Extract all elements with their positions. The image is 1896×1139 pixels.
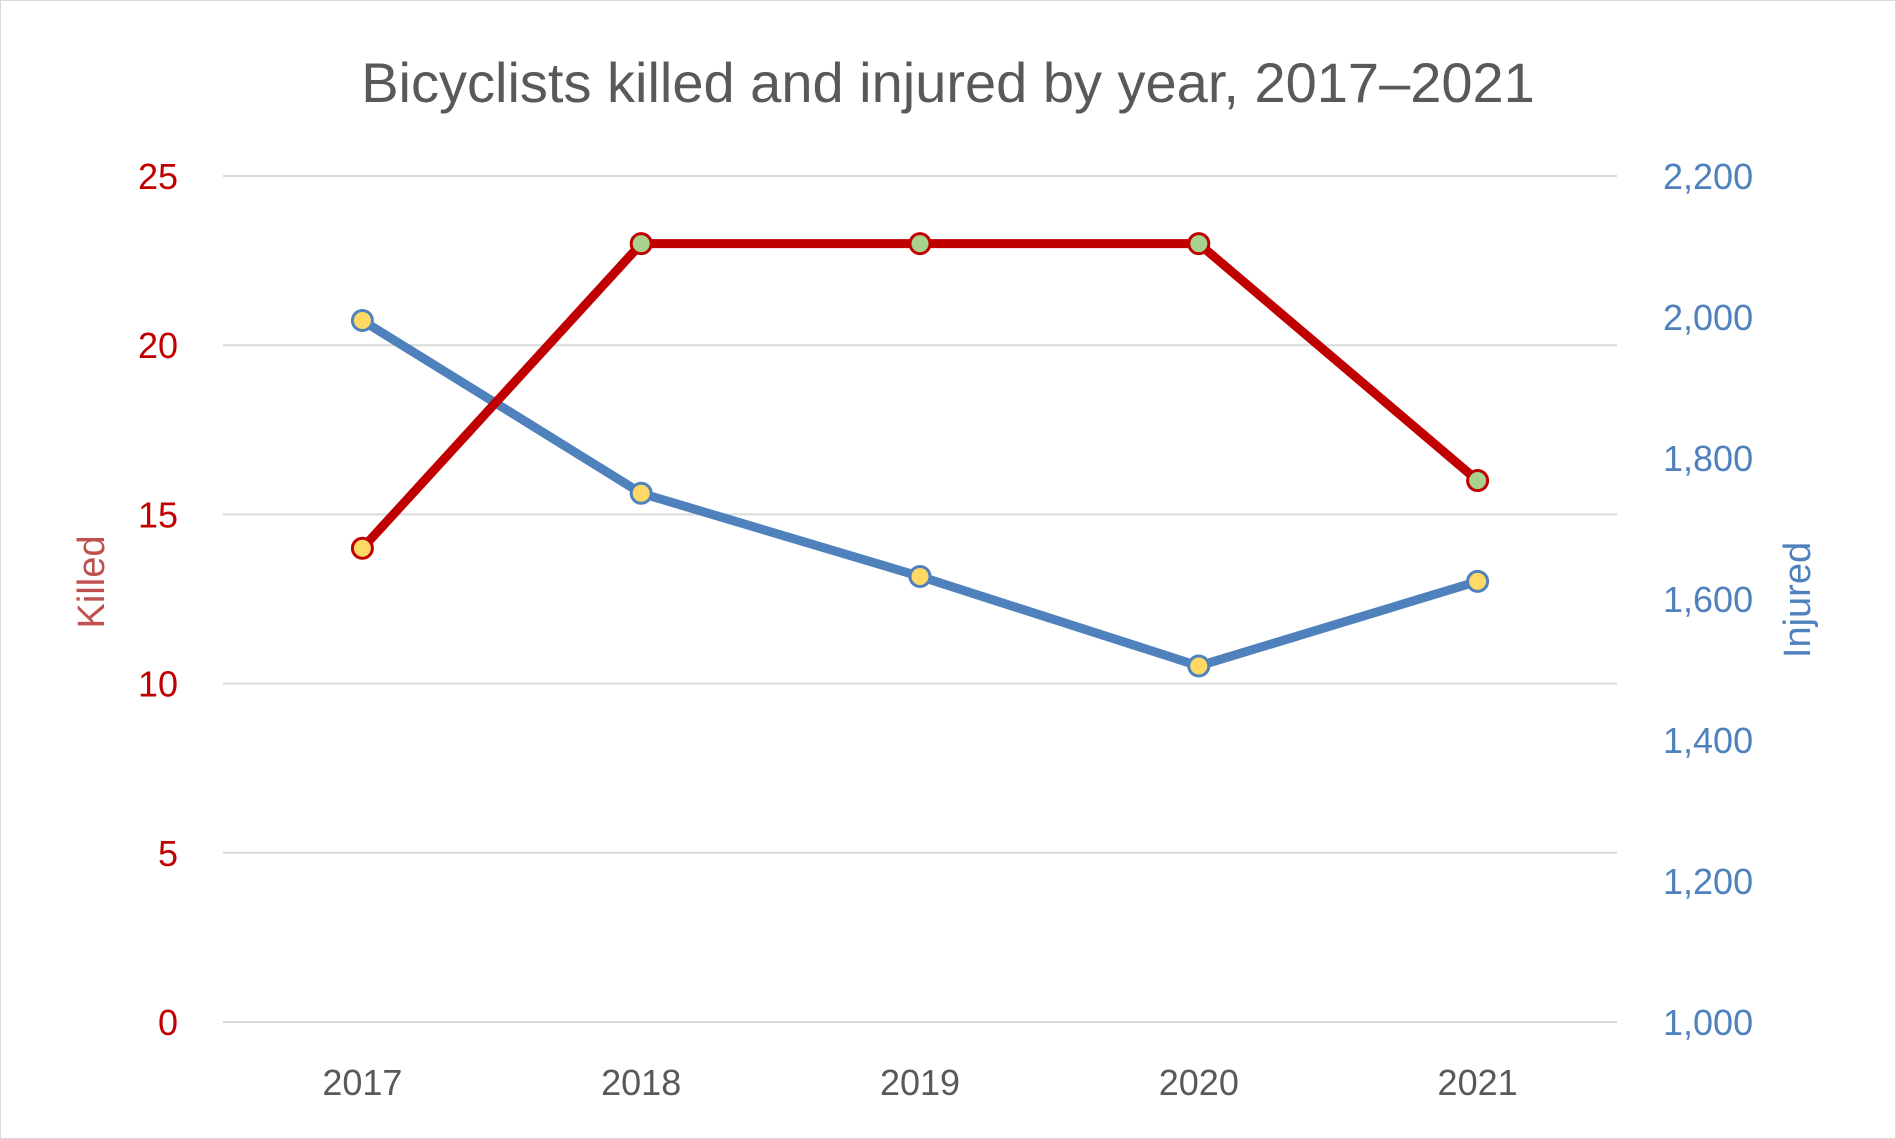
x-tick-label: 2021 (1438, 1062, 1518, 1103)
data-point-marker (350, 309, 374, 333)
data-point-marker (350, 536, 374, 560)
left-axis-ticks: 0 5 10 15 20 25 (138, 156, 178, 1043)
series-line (357, 316, 1483, 671)
x-tick-label: 2017 (322, 1062, 402, 1103)
right-tick-label: 1,600 (1663, 579, 1753, 620)
series-left-axis (350, 232, 1490, 560)
right-tick-label: 1,800 (1663, 438, 1753, 479)
x-tick-label: 2018 (601, 1062, 681, 1103)
data-point-marker (629, 232, 653, 256)
left-tick-label: 15 (138, 494, 178, 535)
right-tick-label: 1,400 (1663, 720, 1753, 761)
x-tick-label: 2020 (1159, 1062, 1239, 1103)
series-layer (350, 232, 1490, 678)
left-axis-title: Killed (71, 536, 113, 629)
data-point-marker (1466, 569, 1490, 593)
x-tick-label: 2019 (880, 1062, 960, 1103)
left-tick-label: 5 (158, 833, 178, 874)
right-tick-label: 1,200 (1663, 861, 1753, 902)
left-tick-label: 25 (138, 156, 178, 197)
right-tick-label: 1,000 (1663, 1002, 1753, 1043)
right-axis-title: Injured (1777, 542, 1819, 658)
right-tick-label: 2,000 (1663, 297, 1753, 338)
data-point-marker (1187, 654, 1211, 678)
gridlines (223, 175, 1617, 1023)
right-tick-label: 2,200 (1663, 156, 1753, 197)
data-point-marker (1187, 232, 1211, 256)
data-point-marker (1466, 469, 1490, 493)
data-point-marker (908, 564, 932, 588)
data-point-marker (908, 232, 932, 256)
chart-title: Bicyclists killed and injured by year, 2… (361, 51, 1535, 114)
data-point-marker (629, 481, 653, 505)
left-tick-label: 0 (158, 1002, 178, 1043)
series-right-axis (350, 309, 1490, 678)
left-tick-label: 10 (138, 664, 178, 705)
series-line (357, 239, 1483, 553)
left-tick-label: 20 (138, 325, 178, 366)
x-axis-ticks: 2017 2018 2019 2020 2021 (322, 1062, 1517, 1103)
right-axis-ticks: 1,000 1,200 1,400 1,600 1,800 2,000 2,200 (1663, 156, 1753, 1043)
